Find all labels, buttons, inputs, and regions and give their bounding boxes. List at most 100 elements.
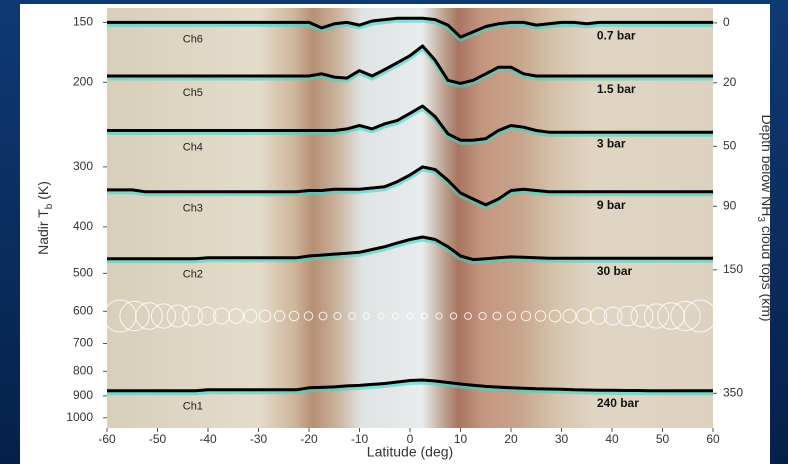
footprint — [258, 309, 272, 323]
footprint — [464, 312, 472, 320]
footprint — [377, 312, 385, 320]
y-axis-label-sub: b — [44, 203, 55, 209]
footprint — [670, 300, 701, 332]
series-glow — [107, 166, 713, 210]
footprint — [683, 299, 717, 333]
channel-label: Ch2 — [183, 269, 203, 281]
footprint — [362, 312, 371, 320]
footprint — [435, 312, 443, 320]
series-glow — [107, 236, 713, 265]
channel-label: Ch4 — [183, 141, 203, 153]
footprint — [492, 311, 502, 321]
y2-axis-label-rest: cloud tops (km) — [759, 222, 775, 322]
footprint — [391, 312, 400, 320]
x-tick-label: -20 — [300, 432, 318, 446]
x-tick-label: 60 — [706, 432, 720, 446]
channel-label: Ch5 — [183, 87, 203, 99]
x-axis-label: Latitude (deg) — [367, 444, 453, 460]
x-tick-label: 30 — [555, 432, 569, 446]
y-tick-label: 300 — [73, 159, 93, 173]
footprint — [520, 310, 532, 322]
footprint — [562, 309, 577, 323]
series-line — [107, 104, 713, 142]
footprints — [103, 299, 717, 333]
footprint — [135, 302, 163, 330]
series-glow — [107, 379, 713, 396]
y2-tick-label: 0 — [723, 15, 730, 29]
y-tick-label: 800 — [73, 363, 93, 377]
footprint — [318, 311, 328, 321]
footprint — [576, 308, 592, 324]
footprint — [449, 312, 458, 320]
y-tick-label: 200 — [73, 75, 93, 89]
x-tick-label: -50 — [149, 432, 167, 446]
y-tick-label: 1000 — [66, 410, 93, 424]
series-line — [107, 378, 713, 393]
footprint — [348, 312, 356, 320]
footprint — [212, 307, 231, 325]
series-line — [107, 165, 713, 207]
y2-axis-label-main: Depth below NH — [759, 114, 775, 216]
series-glow — [107, 104, 713, 145]
pressure-label: 9 bar — [597, 198, 626, 212]
pressure-label: 30 bar — [597, 264, 633, 278]
pressure-label: 240 bar — [597, 396, 639, 410]
y-axis-label-main: Nadir T — [35, 209, 51, 255]
y2-tick-label: 150 — [723, 262, 743, 276]
footprint — [273, 310, 286, 322]
series-glow — [107, 17, 713, 43]
y-tick-label: 900 — [73, 388, 93, 402]
y2-tick-label: 350 — [723, 385, 743, 399]
x-tick-label: 10 — [454, 432, 468, 446]
pressure-label: 0.7 bar — [597, 29, 636, 43]
x-tick-label: -60 — [98, 432, 116, 446]
footprint — [617, 305, 638, 327]
y-tick-label: 150 — [73, 15, 93, 29]
y2-tick-label: 20 — [723, 75, 737, 89]
footprint — [303, 311, 314, 321]
y-axis-label-unit: (K) — [35, 181, 51, 204]
pressure-label: 3 bar — [597, 137, 626, 151]
y2-axis-label-sub: 3 — [755, 216, 766, 222]
footprint — [150, 303, 177, 329]
footprint — [420, 312, 429, 320]
footprint — [197, 306, 217, 326]
footprint — [589, 307, 608, 325]
channel-label: Ch1 — [183, 401, 203, 413]
footprint — [333, 311, 342, 321]
footprint — [643, 303, 670, 329]
y-tick-label: 700 — [73, 336, 93, 350]
footprint — [534, 310, 547, 322]
footprint — [506, 311, 517, 321]
series-line — [107, 44, 713, 85]
x-tick-label: 20 — [504, 432, 518, 446]
footprint — [478, 311, 487, 321]
x-tick-label: -10 — [351, 432, 369, 446]
footprint — [630, 304, 654, 328]
footprint — [166, 304, 190, 328]
footprint — [288, 310, 300, 322]
x-tick-label: 50 — [656, 432, 670, 446]
y-tick-label: 500 — [73, 266, 93, 280]
x-tick-label: 40 — [605, 432, 619, 446]
y-tick-label: 600 — [73, 304, 93, 318]
series-line — [107, 16, 713, 39]
footprint — [243, 309, 258, 323]
jupiter-image — [107, 8, 713, 428]
x-tick-label: -30 — [250, 432, 268, 446]
y2-tick-label: 90 — [723, 198, 737, 212]
footprint — [228, 308, 244, 324]
channel-label: Ch6 — [183, 33, 203, 45]
y2-tick-label: 50 — [723, 139, 737, 153]
footprint — [548, 309, 562, 323]
x-tick-label: -40 — [199, 432, 217, 446]
y-tick-label: 400 — [73, 219, 93, 233]
footprint — [603, 306, 623, 326]
channel-label: Ch3 — [183, 203, 203, 215]
footprint — [182, 305, 203, 327]
footprint — [119, 300, 150, 332]
y-axis-label: Nadir Tb (K) — [35, 181, 55, 255]
series-line — [107, 235, 713, 262]
